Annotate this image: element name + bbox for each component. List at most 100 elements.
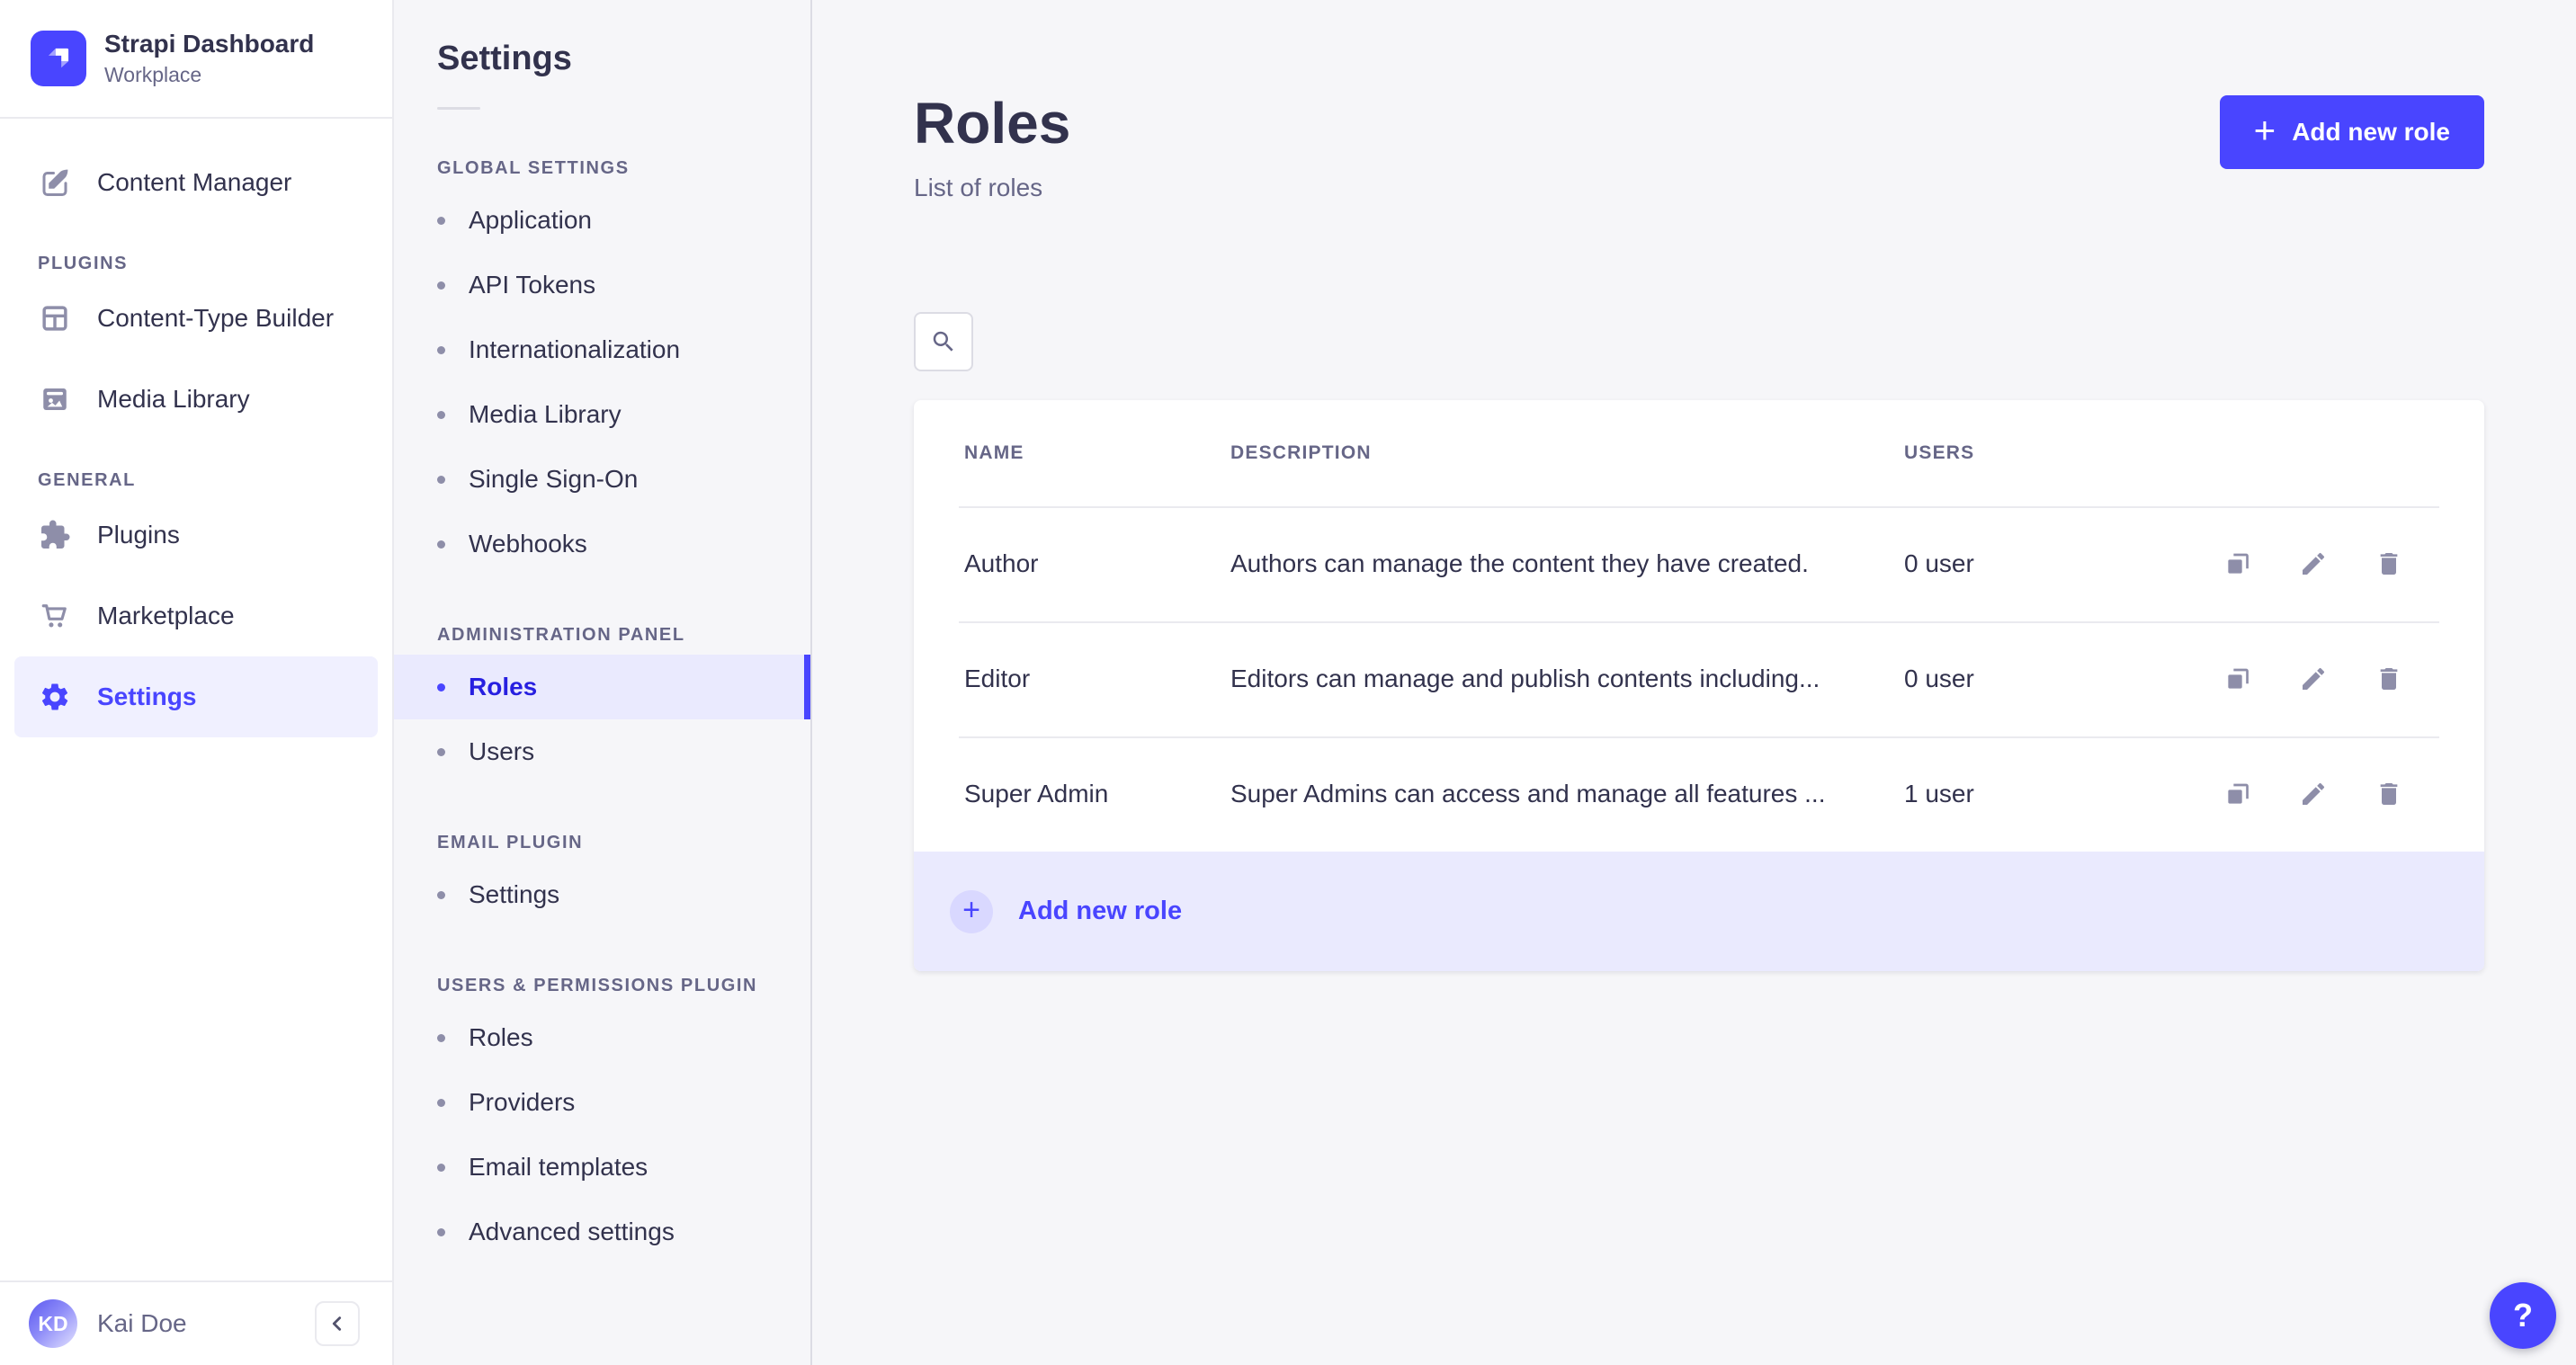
shopping-cart-icon [38,599,72,633]
brand-text: Strapi Dashboard Workplace [104,30,314,86]
page-title-block: Roles List of roles [914,91,1071,202]
bullet-icon [437,747,445,756]
subnav-item-label: Application [469,206,592,234]
table-row-super-admin[interactable]: Super Admin Super Admins can access and … [914,736,2484,852]
bullet-icon [437,345,445,354]
row-actions [2192,663,2484,695]
collapse-sidebar-button[interactable] [315,1301,360,1346]
subnav-section-users-permissions-plugin: USERS & PERMISSIONS PLUGIN [437,976,758,995]
sidebar-item-marketplace[interactable]: Marketplace [0,575,392,656]
trash-icon [2380,783,2398,806]
subnav-item-label: Roles [469,673,538,700]
bullet-icon [437,281,445,290]
sidebar-nav: Content Manager PLUGINS Content-Type Bui… [0,119,392,1280]
column-header-name: NAME [964,442,1024,464]
subnav-item-providers[interactable]: Providers [394,1070,810,1135]
bullet-icon [437,216,445,225]
subnav-item-label: Email templates [469,1153,648,1181]
delete-role-button[interactable] [2373,778,2405,810]
sidebar-item-plugins[interactable]: Plugins [0,495,392,575]
main-sidebar: Strapi Dashboard Workplace Content Manag… [0,0,394,1365]
search-button[interactable] [914,312,973,372]
sidebar-item-label: Settings [97,682,197,710]
gear-icon [38,680,72,714]
bullet-icon [437,540,445,549]
role-description: Super Admins can access and manage all f… [1230,780,1826,808]
pencil-icon [2303,553,2325,575]
delete-role-button[interactable] [2373,663,2405,695]
help-button[interactable]: ? [2490,1282,2556,1349]
search-icon [930,328,957,355]
subnav-item-single-sign-on[interactable]: Single Sign-On [394,447,810,512]
column-header-users: USERS [1904,442,1975,464]
duplicate-role-button[interactable] [2222,548,2254,580]
table-row-author[interactable]: Author Authors can manage the content th… [914,506,2484,621]
subnav-item-label: Settings [469,880,560,908]
divider [437,107,480,110]
page-title: Roles [914,91,1071,156]
subnav-item-api-tokens[interactable]: API Tokens [394,253,810,317]
subnav-item-label: Single Sign-On [469,465,639,493]
settings-subnav: Settings GLOBAL SETTINGS Application API… [394,0,812,1365]
bullet-icon [437,1033,445,1042]
row-actions [2192,548,2484,580]
subnav-section-administration-panel: ADMINISTRATION PANEL [437,625,685,645]
subnav-item-advanced-settings[interactable]: Advanced settings [394,1200,810,1264]
role-name: Author [964,549,1039,578]
bullet-icon [437,682,445,691]
add-new-role-row[interactable]: + Add new role [914,852,2484,972]
role-users-count: 0 user [1904,665,1974,693]
subnav-item-application[interactable]: Application [394,188,810,253]
add-new-role-button[interactable]: + Add new role [2219,95,2484,169]
sidebar-section-plugins: PLUGINS [38,254,129,273]
subnav-item-internationalization[interactable]: Internationalization [394,317,810,382]
sidebar-item-label: Plugins [97,521,180,549]
subnav-item-label: Internationalization [469,335,681,363]
picture-icon [38,382,72,416]
delete-role-button[interactable] [2373,548,2405,580]
subnav-item-roles-up[interactable]: Roles [394,1005,810,1070]
subnav-item-label: Users [469,737,535,765]
subnav-item-label: Advanced settings [469,1218,675,1245]
avatar[interactable]: KD [29,1299,77,1348]
role-name: Editor [964,665,1031,693]
brand-subtitle: Workplace [104,62,202,86]
subnav-item-roles-admin[interactable]: Roles [394,655,810,719]
bullet-icon [437,1227,445,1236]
role-users-count: 0 user [1904,549,1974,578]
trash-icon [2380,668,2398,691]
duplicate-role-button[interactable] [2222,663,2254,695]
subnav-item-label: Media Library [469,400,622,428]
edit-role-button[interactable] [2297,778,2330,810]
role-description: Editors can manage and publish contents … [1230,665,1820,693]
sidebar-item-settings[interactable]: Settings [14,656,378,737]
main-content: Roles List of roles + Add new role NAME … [812,0,2576,1365]
subnav-item-users[interactable]: Users [394,719,810,784]
bullet-icon [437,1163,445,1172]
copy-icon [2228,783,2249,804]
table-header-row: NAME DESCRIPTION USERS [914,400,2484,506]
plus-icon: + [2253,108,2276,151]
sidebar-item-content-type-builder[interactable]: Content-Type Builder [0,278,392,359]
subnav-item-webhooks[interactable]: Webhooks [394,512,810,576]
edit-role-button[interactable] [2297,663,2330,695]
edit-role-button[interactable] [2297,548,2330,580]
sidebar-item-content-manager[interactable]: Content Manager [0,142,392,223]
sidebar-item-media-library[interactable]: Media Library [0,359,392,440]
subnav-item-label: Providers [469,1088,576,1116]
bullet-icon [437,1098,445,1107]
subnav-item-email-templates[interactable]: Email templates [394,1135,810,1200]
duplicate-role-button[interactable] [2222,778,2254,810]
subnav-item-email-settings[interactable]: Settings [394,862,810,927]
add-new-role-button-label: Add new role [2292,118,2450,146]
subnav-item-media-library[interactable]: Media Library [394,382,810,447]
table-row-editor[interactable]: Editor Editors can manage and publish co… [914,621,2484,736]
subnav-item-label: Webhooks [469,530,587,558]
sidebar-item-label: Content-Type Builder [97,304,335,332]
subnav-item-label: Roles [469,1023,533,1051]
subnav-title: Settings [437,40,572,77]
bullet-icon [437,410,445,419]
sidebar-section-general: GENERAL [38,470,136,490]
roles-table-card: NAME DESCRIPTION USERS Author Authors ca… [914,400,2484,972]
